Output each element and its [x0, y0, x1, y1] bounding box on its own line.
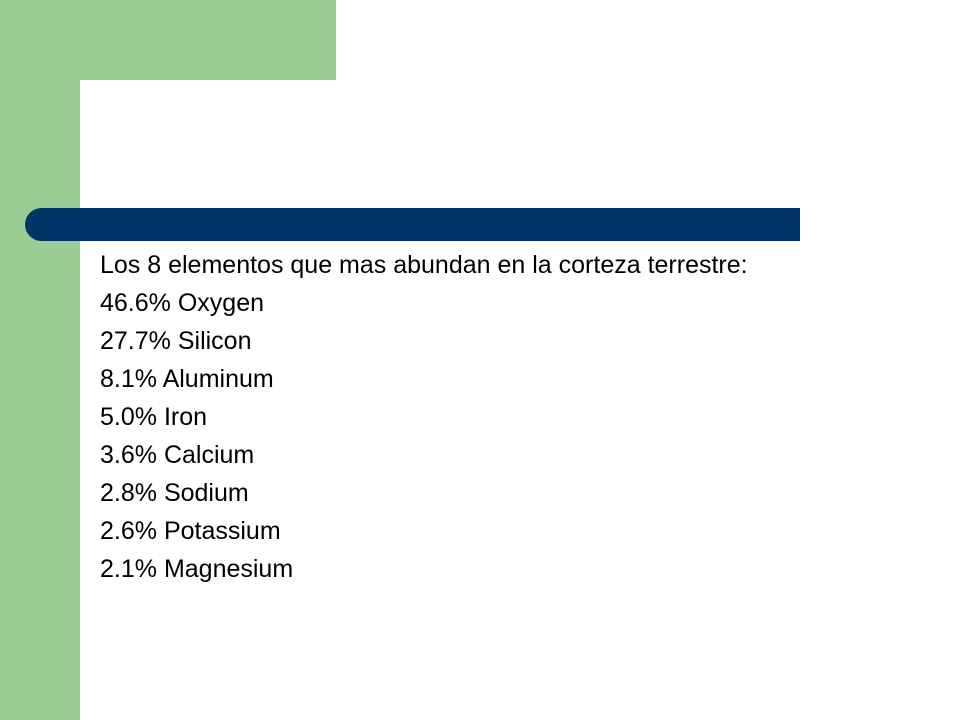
element-name: Sodium [163, 479, 249, 507]
slide-body: Los 8 elementos que mas abundan en la co… [100, 250, 820, 592]
element-line-calcium: 3.6% Calcium [100, 440, 820, 470]
element-percent: 8.1% [100, 365, 157, 393]
title-bar [25, 208, 800, 241]
element-percent: 27.7% [100, 327, 171, 355]
green-side-band [0, 0, 80, 720]
element-percent: 2.8% [100, 479, 157, 507]
element-percent: 2.6% [100, 517, 157, 545]
intro-text: Los 8 elementos que mas abundan en la co… [100, 251, 748, 279]
element-name: Silicon [177, 327, 252, 355]
element-line-iron: 5.0% Iron [100, 402, 820, 432]
element-name: Potassium [163, 517, 281, 545]
content-area-corner [80, 80, 140, 140]
element-line-oxygen: 46.6% Oxygen [100, 288, 820, 318]
element-name: Iron [163, 403, 208, 431]
element-percent: 5.0% [100, 403, 157, 431]
element-line-aluminum: 8.1% Aluminum [100, 364, 820, 394]
element-percent: 2.1% [100, 555, 157, 583]
element-name: Magnesium [163, 555, 294, 583]
element-name: Oxygen [177, 289, 265, 317]
element-line-silicon: 27.7% Silicon [100, 326, 820, 356]
element-name: Calcium [163, 441, 255, 469]
element-line-magnesium: 2.1% Magnesium [100, 554, 820, 584]
element-percent: 46.6% [100, 289, 171, 317]
element-line-sodium: 2.8% Sodium [100, 478, 820, 508]
green-top-band [0, 0, 336, 80]
element-name: Aluminum [162, 365, 274, 393]
element-percent: 3.6% [100, 441, 157, 469]
content-area [140, 80, 960, 720]
element-line-potassium: 2.6% Potassium [100, 516, 820, 546]
